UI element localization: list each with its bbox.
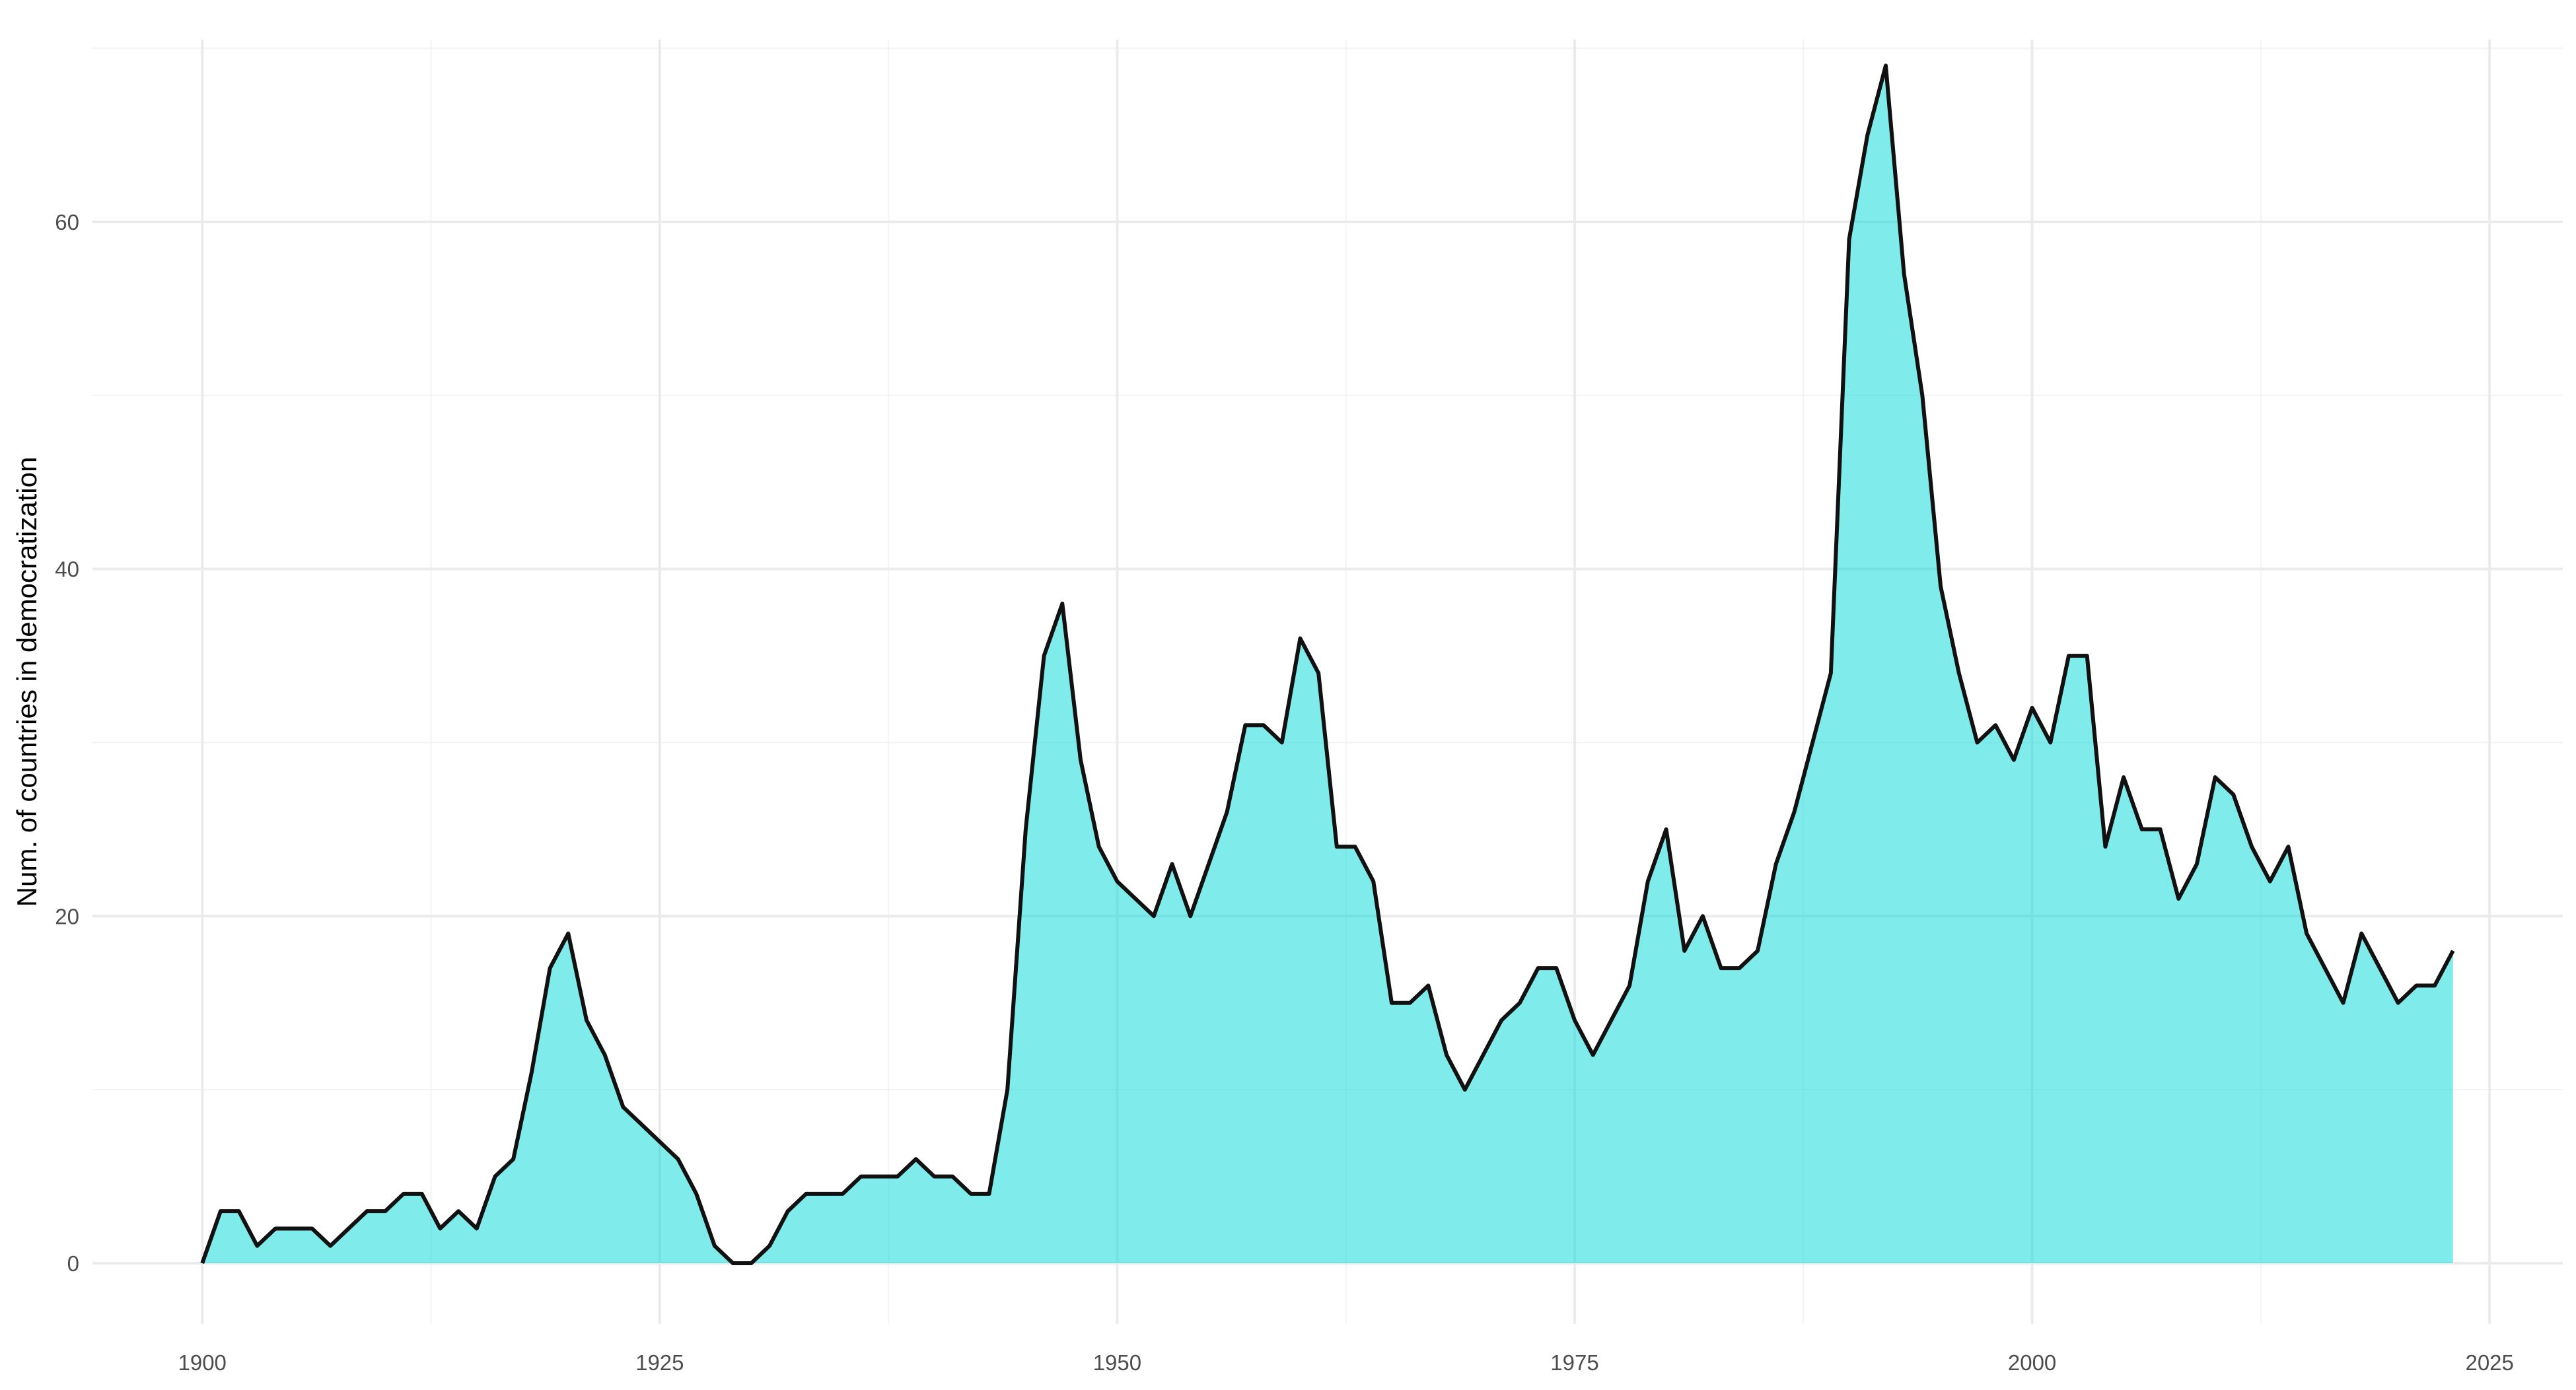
series-line bbox=[200, 63, 2455, 1266]
x-tick-label: 1900 bbox=[178, 1350, 227, 1375]
x-tick-label: 1975 bbox=[1550, 1350, 1598, 1375]
y-tick-label: 40 bbox=[55, 557, 79, 582]
y-axis-tick-labels: 0 20 40 60 bbox=[55, 210, 79, 1276]
y-tick-label: 0 bbox=[67, 1251, 79, 1276]
x-tick-label: 1950 bbox=[1093, 1350, 1141, 1375]
area-fill bbox=[202, 65, 2453, 1264]
x-tick-label: 1925 bbox=[635, 1350, 684, 1375]
x-tick-label: 2000 bbox=[2008, 1350, 2056, 1375]
x-tick-label: 2025 bbox=[2465, 1350, 2513, 1375]
y-axis-title: Num. of countries in democratization bbox=[11, 457, 42, 907]
y-tick-label: 20 bbox=[55, 904, 79, 928]
y-tick-label: 60 bbox=[55, 210, 79, 234]
x-axis-tick-labels: 1900 1925 1950 1975 2000 2025 bbox=[178, 1350, 2514, 1375]
